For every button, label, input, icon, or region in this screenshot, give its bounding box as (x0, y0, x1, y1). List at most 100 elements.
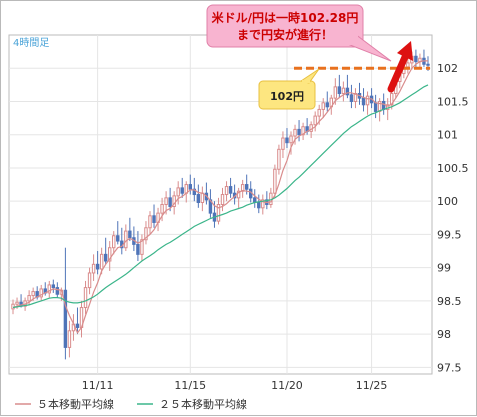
candle-body-up (83, 287, 88, 309)
legend-ma25-label: ２５本移動平均線 (159, 397, 247, 411)
candle-body-down (414, 55, 418, 63)
candle-body-up (281, 137, 285, 150)
candle-body-down (192, 188, 197, 196)
candle-body-up (273, 168, 277, 194)
annotation-line-2: まで円安が進行！ (237, 27, 333, 42)
candle-body-down (244, 184, 249, 190)
candle-body-down (136, 243, 140, 255)
candle-body-down (349, 94, 354, 102)
candle (337, 74, 342, 99)
candle (172, 191, 176, 215)
y-tick-label: 97.5 (437, 361, 462, 374)
candle-body-up (293, 128, 297, 137)
x-tick-label: 11/25 (356, 379, 388, 392)
candle (277, 144, 281, 175)
candle-body-up (200, 192, 205, 204)
candle-body-down (103, 253, 108, 262)
candle (188, 174, 192, 195)
candle (361, 88, 366, 112)
candle-body-up (160, 204, 164, 214)
y-tick-label: 101.5 (437, 95, 469, 108)
ma5-line (12, 60, 428, 334)
candle (293, 124, 297, 145)
candle-body-up (144, 227, 148, 241)
candle (216, 197, 221, 225)
candle-body-down (381, 100, 386, 110)
candle-body-up (301, 126, 305, 136)
candle (144, 221, 148, 245)
y-tick-label: 98.5 (437, 295, 462, 308)
candle-body-up (224, 186, 229, 196)
candle (152, 204, 156, 228)
candle-body-up (236, 190, 241, 199)
candle (228, 177, 233, 198)
candle-body-up (317, 108, 321, 117)
y-tick-label: 98 (437, 328, 451, 341)
y-tick-label: 99 (437, 262, 451, 275)
candle-body-down (285, 137, 289, 144)
candle-body-down (297, 128, 301, 136)
candle-body-up (15, 301, 19, 305)
candle-body-down (257, 202, 261, 209)
candle (349, 84, 354, 109)
grid (9, 35, 432, 374)
candle (224, 181, 229, 202)
candle-body-up (99, 253, 104, 270)
candle-body-up (39, 288, 43, 298)
y-tick-label: 100 (437, 195, 458, 208)
candle-body-down (75, 323, 80, 328)
candle (285, 128, 289, 148)
candle-body-up (353, 92, 358, 102)
candle-body-down (325, 102, 329, 108)
candle (103, 237, 108, 265)
candle-body-up (216, 204, 221, 222)
candle-body-up (277, 148, 281, 170)
candle-body-down (116, 235, 120, 242)
x-tick-label: 11/15 (174, 379, 206, 392)
candle-body-up (31, 291, 35, 297)
y-tick-label: 101 (437, 129, 458, 142)
candle (313, 111, 317, 132)
candle-body-up (406, 62, 410, 68)
candle-body-up (220, 194, 225, 206)
x-axis: 11/11 11/15 11/20 11/25 (82, 379, 388, 392)
candle (136, 231, 140, 261)
y-tick-label: 99.5 (437, 228, 462, 241)
candle-body-down (426, 63, 430, 66)
candle-body-down (188, 184, 192, 190)
candle (289, 131, 293, 155)
candle-body-down (63, 289, 68, 348)
candle-body-up (91, 263, 96, 274)
candle-body-down (337, 86, 342, 94)
candle (124, 224, 128, 252)
candle (236, 187, 241, 208)
candle-body-down (196, 194, 201, 204)
candle (112, 231, 116, 255)
moving-averages (12, 60, 429, 334)
candle-body-up (164, 197, 168, 205)
candle (95, 251, 100, 275)
candle-body-up (261, 199, 265, 209)
candle (353, 88, 358, 109)
candle-body-down (168, 197, 172, 207)
y-axis: 102 101.5 101 100.5 100 99.5 99 98.5 98 97.5 (437, 62, 469, 374)
candle-body-up (47, 284, 51, 294)
candle (91, 254, 96, 281)
candle (273, 164, 277, 198)
candle (87, 267, 92, 295)
candle-body-up (341, 87, 346, 94)
candle (47, 280, 51, 298)
candle-body-down (128, 230, 132, 239)
candle-body-up (148, 215, 152, 229)
candle-body-down (373, 102, 378, 112)
candle-body-up (289, 135, 293, 144)
candle (168, 187, 172, 212)
candle-body-up (321, 102, 325, 110)
period-label: 4時間足 (13, 37, 49, 49)
candle-body-up (365, 95, 370, 106)
plot-area (8, 34, 433, 375)
candle (341, 81, 346, 102)
x-tick-label: 11/20 (271, 379, 303, 392)
